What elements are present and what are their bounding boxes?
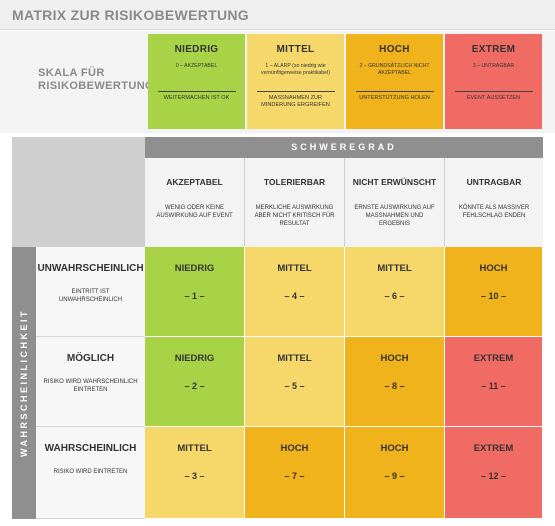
- matrix-cell: HOCH – 9 –: [345, 427, 445, 519]
- severity-column-akzeptabel: AKZEPTABEL WENIG ODER KEINE AUSWIRKUNG A…: [145, 158, 245, 247]
- matrix-cell: HOCH – 7 –: [245, 427, 345, 519]
- cell-number: – 4 –: [284, 291, 305, 301]
- severity-header: SCHWEREGRAD: [145, 137, 543, 158]
- matrix-cell: EXTREM – 11 –: [445, 337, 543, 427]
- cell-number: – 1 –: [184, 291, 205, 301]
- scale-box-extrem: EXTREM 3 – UNTRAGBAR EVENT AUSSETZEN: [445, 34, 542, 129]
- row-title: UNWAHRSCHEINLICH: [37, 263, 144, 274]
- page-title: MATRIX ZUR RISIKOBEWERTUNG: [12, 7, 249, 23]
- severity-column-untragbar: UNTRAGBAR KÖNNTE ALS MASSIVER FEHLSCHLAG…: [445, 158, 543, 247]
- probability-row-moeglich: MÖGLICH RISIKO WIRD WAHRSCHEINLICH EINTR…: [36, 337, 145, 427]
- cell-level: HOCH: [380, 443, 409, 454]
- matrix-cell: MITTEL – 4 –: [245, 247, 345, 337]
- row-description: RISIKO WIRD EINTRETEN: [53, 469, 128, 475]
- cell-level: HOCH: [479, 263, 508, 274]
- matrix-cell: MITTEL – 6 –: [345, 247, 445, 337]
- cell-level: MITTEL: [377, 263, 412, 274]
- scale-label: SKALA FÜR RISIKOBEWERTUNG: [38, 67, 154, 92]
- cell-level: MITTEL: [277, 353, 312, 364]
- column-description: WENIG ODER KEINE AUSWIRKUNG AUF EVENT: [156, 205, 233, 219]
- severity-column-nicht-erwuenscht: NICHT ERWÜNSCHT ERNSTE AUSWIRKUNG AUF MA…: [345, 158, 445, 247]
- cell-number: – 10 –: [480, 291, 507, 301]
- column-title: TOLERIERBAR: [263, 177, 326, 187]
- cell-level: HOCH: [280, 443, 309, 454]
- scale-definition: 1 – ALARP (so niedrig wie vernünftigerwe…: [261, 63, 330, 76]
- scale-divider: [157, 91, 236, 92]
- row-title: WAHRSCHEINLICH: [44, 443, 137, 454]
- column-description: MERKLICHE AUSWIRKUNG ABER NICHT KRITISCH…: [254, 205, 335, 227]
- cell-number: – 8 –: [384, 381, 405, 391]
- scale-box-mittel: MITTEL 1 – ALARP (so niedrig wie vernünf…: [247, 34, 344, 129]
- cell-number: – 3 –: [184, 471, 205, 481]
- probability-row-wahrscheinlich: WAHRSCHEINLICH RISIKO WIRD EINTRETEN: [36, 427, 145, 519]
- column-title: UNTRAGBAR: [466, 177, 522, 187]
- matrix-cell: NIEDRIG – 2 –: [145, 337, 245, 427]
- matrix-cell: MITTEL – 3 –: [145, 427, 245, 519]
- cell-number: – 6 –: [384, 291, 405, 301]
- scale-action: EVENT AUSSETZEN: [466, 95, 521, 101]
- cell-number: – 2 –: [184, 381, 205, 391]
- row-description: EINTRITT IST UNWAHRSCHEINLICH: [58, 289, 123, 303]
- matrix-cell: EXTREM – 12 –: [445, 427, 543, 519]
- scale-box-niedrig: NIEDRIG 0 – AKZEPTABEL WEITERMACHEN IST …: [148, 34, 245, 129]
- scale-title: NIEDRIG: [174, 44, 219, 55]
- matrix-cell: NIEDRIG – 1 –: [145, 247, 245, 337]
- row-title: MÖGLICH: [66, 353, 115, 364]
- cell-number: – 11 –: [481, 381, 506, 391]
- scale-action: WEITERMACHEN IST OK: [163, 95, 230, 101]
- cell-level: NIEDRIG: [174, 353, 215, 364]
- matrix-corner: [12, 137, 145, 247]
- scale-definition: 0 – AKZEPTABEL: [175, 63, 218, 69]
- scale-action: MASSNAHMEN ZUR MINDERUNG ERGREIFEN: [261, 95, 330, 108]
- probability-header: WAHRSCHEINLICHKEIT: [19, 309, 29, 457]
- scale-definition: 3 – UNTRAGBAR: [472, 63, 515, 69]
- severity-column-tolerierbar: TOLERIERBAR MERKLICHE AUSWIRKUNG ABER NI…: [245, 158, 345, 247]
- column-description: KÖNNTE ALS MASSIVER FEHLSCHLAG ENDEN: [458, 205, 530, 219]
- cell-level: EXTREM: [473, 353, 514, 364]
- cell-number: – 9 –: [384, 471, 405, 481]
- scale-action: UNTERSTÜTZUNG HOLEN: [359, 95, 430, 101]
- cell-number: – 5 –: [284, 381, 305, 391]
- cell-level: MITTEL: [277, 263, 312, 274]
- risk-scale-legend: SKALA FÜR RISIKOBEWERTUNG NIEDRIG 0 – AK…: [0, 31, 555, 133]
- column-description: ERNSTE AUSWIRKUNG AUF MASSNAHMEN UND ERG…: [354, 205, 435, 227]
- matrix-cell: HOCH – 10 –: [445, 247, 543, 337]
- cell-number: – 7 –: [284, 471, 305, 481]
- row-description: RISIKO WIRD WAHRSCHEINLICH EINTRETEN: [43, 379, 138, 393]
- risk-matrix: SCHWEREGRAD AKZEPTABEL WENIG ODER KEINE …: [12, 137, 543, 519]
- scale-title: HOCH: [379, 44, 410, 55]
- matrix-cell: MITTEL – 5 –: [245, 337, 345, 427]
- cell-level: MITTEL: [177, 443, 212, 454]
- scale-title: MITTEL: [276, 44, 315, 55]
- scale-definition: 2 – GRUNDSÄTZLICH NICHT AKZEPTABEL: [359, 63, 430, 76]
- column-title: NICHT ERWÜNSCHT: [352, 177, 437, 187]
- scale-divider: [256, 91, 335, 92]
- scale-divider: [454, 91, 533, 92]
- probability-header-bar: WAHRSCHEINLICHKEIT: [12, 247, 36, 519]
- title-bar: MATRIX ZUR RISIKOBEWERTUNG: [0, 0, 555, 30]
- cell-number: – 12 –: [480, 471, 507, 481]
- scale-divider: [355, 91, 434, 92]
- column-title: AKZEPTABEL: [166, 177, 223, 187]
- scale-title: EXTREM: [471, 44, 516, 55]
- cell-level: EXTREM: [473, 443, 514, 454]
- scale-box-hoch: HOCH 2 – GRUNDSÄTZLICH NICHT AKZEPTABEL …: [346, 34, 443, 129]
- matrix-cell: HOCH – 8 –: [345, 337, 445, 427]
- probability-row-unwahrscheinlich: UNWAHRSCHEINLICH EINTRITT IST UNWAHRSCHE…: [36, 247, 145, 337]
- cell-level: HOCH: [380, 353, 409, 364]
- cell-level: NIEDRIG: [174, 263, 215, 274]
